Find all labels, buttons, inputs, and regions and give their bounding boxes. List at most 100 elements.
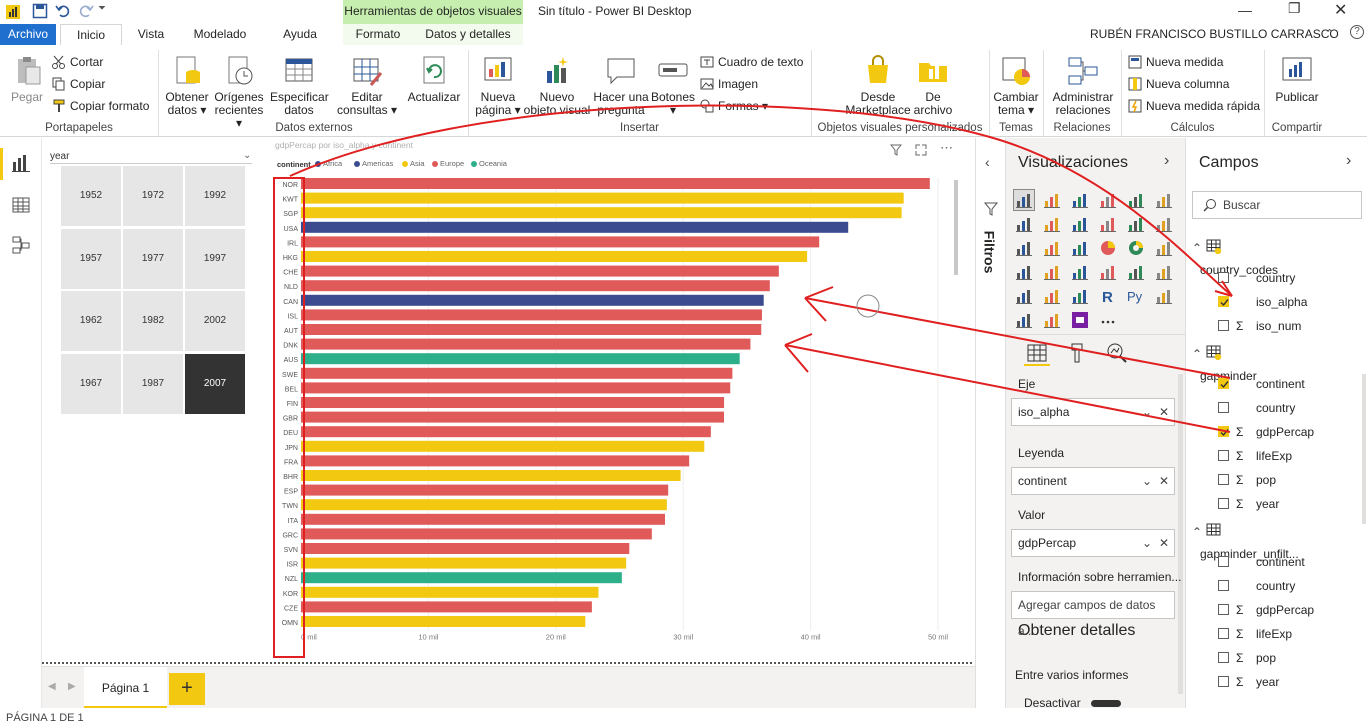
field-checkbox[interactable] [1218,652,1229,663]
slicer-item-1977[interactable]: 1977 [123,228,183,289]
legend-item[interactable]: Europe [440,159,465,168]
edit-queries-button[interactable]: Editar consultas ▾ [336,55,398,117]
minimize-icon[interactable]: — [1238,2,1252,18]
100-bar-visual-icon[interactable] [1126,190,1146,210]
slicer-item-1957[interactable]: 1957 [61,228,121,289]
new-column-button[interactable]: Nueva columna [1128,75,1229,93]
stacked-area-visual-icon[interactable] [1070,214,1090,234]
value-field-well[interactable]: gdpPercap ⌄ ✕ [1011,529,1175,557]
collapse-chevron-icon[interactable]: ⌃ [1192,525,1203,539]
chevron-down-icon[interactable]: ⌄ [1141,536,1152,550]
kpi-visual-icon[interactable] [1154,262,1174,282]
field-checkbox[interactable] [1218,580,1229,591]
bar-nor[interactable] [301,178,930,189]
recent-sources-button[interactable]: Orígenes recientes ▾ [213,55,265,130]
pie-visual-icon[interactable] [1098,238,1118,258]
slicer-item-1972[interactable]: 1972 [123,166,183,226]
field-item-continent[interactable]: continent [1218,374,1358,394]
tab-formato[interactable]: Formato [343,24,413,45]
remove-field-icon[interactable]: ✕ [1158,536,1169,550]
matrix-visual-icon[interactable] [1070,286,1090,306]
quick-access-dropdown-icon[interactable]: ⏷ [98,3,106,14]
refresh-button[interactable]: Actualizar [406,55,462,104]
data-view-icon[interactable] [12,196,30,217]
field-item-country[interactable]: country [1218,268,1358,288]
format-painter-button[interactable]: Copiar formato [52,97,149,115]
remove-field-icon[interactable]: ✕ [1158,405,1169,419]
close-icon[interactable]: ✕ [1334,2,1348,19]
bar-sgp[interactable] [301,207,902,219]
get-data-button[interactable]: Obtener datos ▾ [163,55,211,117]
redo-icon[interactable] [78,3,94,22]
collapse-chevron-icon[interactable]: ⌃ [1192,241,1203,255]
tab-datos-y-detalles[interactable]: Datos y detalles [413,24,523,45]
format-tab-icon[interactable] [1066,342,1088,367]
slicer-item-1992[interactable]: 1992 [185,166,245,226]
manage-relationships-button[interactable]: Administrar relaciones [1048,55,1118,117]
slicer-item-2007[interactable]: 2007 [185,353,245,414]
bar-isr[interactable] [301,557,627,569]
bar-nld[interactable] [301,280,770,292]
more-options-icon[interactable]: ⋯ [940,140,953,155]
table-visual-icon[interactable] [1042,286,1062,306]
slicer-chevron-icon[interactable]: ⌄ [243,150,252,161]
slicer-item-1952[interactable]: 1952 [61,166,121,226]
legend-item[interactable]: Oceania [479,159,507,168]
bar-usa[interactable] [301,221,849,233]
multirow-card-visual-icon[interactable] [1126,262,1146,282]
axis-field-well[interactable]: iso_alpha ⌄ ✕ [1011,398,1175,426]
restore-icon[interactable]: ❐ [1288,0,1301,16]
bar-isl[interactable] [301,309,762,321]
python-visual-visual-icon[interactable]: Py [1126,286,1146,306]
bar-irl[interactable] [301,236,820,248]
table-header[interactable]: ⌃gapminder_unfilt... [1192,522,1299,561]
clustered-column-visual-icon[interactable] [1098,190,1118,210]
key-influencers-visual-icon[interactable] [1154,286,1174,306]
line-clustered-visual-icon[interactable] [1126,214,1146,234]
tab-vista[interactable]: Vista [137,27,165,41]
fields-search-box[interactable]: Buscar [1192,191,1362,219]
card-visual-icon[interactable] [1098,262,1118,282]
next-page-icon[interactable]: ▶ [68,681,76,692]
textbox-button[interactable]: Cuadro de texto [700,53,803,71]
field-item-country[interactable]: country [1218,398,1358,418]
bar-svn[interactable] [301,543,630,554]
field-checkbox[interactable] [1218,450,1229,461]
map-visual-icon[interactable] [1014,262,1034,282]
field-checkbox[interactable] [1218,320,1229,331]
slicer-visual-icon[interactable] [1014,286,1034,306]
bar-gbr[interactable] [301,411,725,423]
viz-scrollbar[interactable] [1178,374,1183,694]
field-checkbox[interactable] [1218,426,1229,437]
buttons-button[interactable]: Botones ▾ [650,55,696,117]
bar-bel[interactable] [301,382,731,394]
bar-hkg[interactable] [301,251,808,262]
quick-measure-button[interactable]: Nueva medida rápida [1128,97,1260,115]
chevron-down-icon[interactable]: ⌄ [1141,474,1152,488]
prev-page-icon[interactable]: ◀ [48,681,56,692]
bar-fin[interactable] [301,397,725,408]
from-file-button[interactable]: De archivo [910,55,956,117]
switch-theme-button[interactable]: Cambiar tema ▾ [992,55,1040,117]
bar-jpn[interactable] [301,440,705,452]
paste-button[interactable]: Pegar [8,55,46,104]
bar-dnk[interactable] [301,338,751,350]
image-button[interactable]: Imagen [700,75,758,93]
bar-fra[interactable] [301,455,690,467]
bar-omn[interactable] [301,616,586,627]
field-item-continent[interactable]: continent [1218,552,1358,572]
viz-expand-chevron-icon[interactable]: › [1164,152,1170,169]
remove-field-icon[interactable]: ✕ [1158,474,1169,488]
table-header[interactable]: ⌃country_codes [1192,238,1278,277]
bar-ita[interactable] [301,513,665,525]
bar-swe[interactable] [301,367,733,379]
ask-question-button[interactable]: Hacer una pregunta [591,55,651,117]
tab-modelado[interactable]: Modelado [193,27,247,41]
help-chevron-icon[interactable]: ⌃ [1325,28,1335,40]
